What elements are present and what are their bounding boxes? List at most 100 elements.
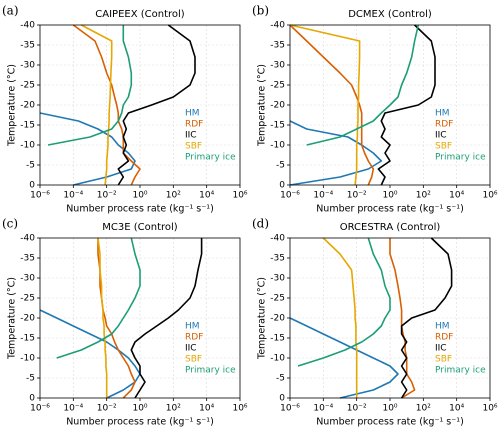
y-tick-label: -20 xyxy=(270,314,285,324)
x-tick-label: 10⁻² xyxy=(347,191,367,201)
y-tick-label: -25 xyxy=(270,294,285,304)
y-tick-label: 0 xyxy=(279,181,285,191)
chart-title: MC3E (Control) xyxy=(102,222,178,233)
y-tick-label: -5 xyxy=(276,374,285,384)
y-tick-label: 0 xyxy=(29,394,35,404)
legend-label: SBF xyxy=(435,142,452,152)
plot-frame xyxy=(39,24,241,186)
legend-label: IIC xyxy=(185,344,197,354)
y-tick-label: -20 xyxy=(20,314,35,324)
x-tick-label: 10⁶ xyxy=(482,404,497,414)
y-tick-label: -5 xyxy=(276,161,285,171)
y-tick-label: -20 xyxy=(270,101,285,111)
x-tick-label: 10⁻⁴ xyxy=(313,404,333,414)
series-line xyxy=(322,237,358,398)
series-line xyxy=(289,24,375,186)
x-tick-label: 10⁻⁴ xyxy=(63,404,83,414)
legend-label: Primary ice xyxy=(435,366,486,376)
series-line xyxy=(289,24,361,186)
legend-label: SBF xyxy=(185,142,202,152)
y-tick-label: -30 xyxy=(20,61,35,71)
series-line xyxy=(47,25,133,146)
x-tick-label: 10⁴ xyxy=(199,404,214,414)
x-tick-label: 10⁻⁶ xyxy=(30,191,50,201)
plot-frame xyxy=(39,237,241,399)
legend-label: HM xyxy=(185,109,200,119)
x-tick-label: 10⁰ xyxy=(132,191,147,201)
x-axis-label: Number process rate (kg⁻¹ s⁻¹) xyxy=(316,417,464,427)
y-tick-label: -25 xyxy=(270,81,285,91)
y-tick-label: -35 xyxy=(270,41,285,51)
legend-label: RDF xyxy=(435,333,453,343)
x-tick-label: 10⁰ xyxy=(382,404,397,414)
legend-label: HM xyxy=(185,322,200,332)
legend-label: SBF xyxy=(435,355,452,365)
x-tick-label: 10⁶ xyxy=(232,191,247,201)
x-tick-label: 10⁴ xyxy=(449,191,464,201)
series-line xyxy=(117,24,196,186)
x-tick-label: 10⁻² xyxy=(97,404,117,414)
x-axis-label: Number process rate (kg⁻¹ s⁻¹) xyxy=(66,204,214,215)
x-tick-label: 10⁶ xyxy=(232,404,247,414)
x-tick-label: 10⁻² xyxy=(97,191,117,201)
y-tick-label: -15 xyxy=(270,121,285,131)
panel-label: (b) xyxy=(252,4,269,18)
x-tick-label: 10⁶ xyxy=(482,191,497,201)
series-line xyxy=(97,237,108,398)
y-axis-label: Temperature (°C) xyxy=(257,64,268,147)
series-line xyxy=(289,120,383,186)
legend-label: Primary ice xyxy=(185,153,236,163)
x-tick-label: 10⁻⁴ xyxy=(313,191,333,201)
chart-title: ORCESTRA (Control) xyxy=(340,222,441,233)
y-tick-label: -5 xyxy=(26,374,35,384)
y-tick-label: -35 xyxy=(20,254,35,264)
series-line xyxy=(400,237,453,399)
panel-label: (c) xyxy=(2,217,18,231)
legend-label: RDF xyxy=(185,120,203,130)
legend-label: RDF xyxy=(185,333,203,343)
y-tick-label: -40 xyxy=(270,21,285,31)
series-line xyxy=(306,24,420,146)
series-line xyxy=(297,237,391,367)
y-tick-label: -40 xyxy=(20,21,35,31)
x-tick-label: 10⁻⁶ xyxy=(280,404,300,414)
y-tick-label: -20 xyxy=(20,101,35,111)
x-axis-label: Number process rate (kg⁻¹ s⁻¹) xyxy=(316,204,464,215)
series-line xyxy=(289,317,399,399)
chart-title: DCMEX (Control) xyxy=(348,9,432,20)
plot-frame xyxy=(289,24,491,186)
y-tick-label: 0 xyxy=(279,394,285,404)
legend-label: HM xyxy=(435,109,450,119)
series-line xyxy=(389,238,416,399)
x-tick-label: 10⁴ xyxy=(199,191,214,201)
legend-label: SBF xyxy=(185,355,202,365)
y-tick-label: -40 xyxy=(20,234,35,244)
legend-label: RDF xyxy=(435,120,453,130)
plot-frame xyxy=(289,237,491,399)
y-tick-label: -15 xyxy=(20,334,35,344)
y-tick-label: -35 xyxy=(20,41,35,51)
x-tick-label: 10⁻⁶ xyxy=(280,191,300,201)
series-line xyxy=(130,238,203,399)
y-tick-label: -15 xyxy=(270,334,285,344)
legend-label: IIC xyxy=(435,131,447,141)
legend-label: HM xyxy=(435,322,450,332)
y-tick-label: -15 xyxy=(20,121,35,131)
y-tick-label: -25 xyxy=(20,81,35,91)
x-tick-label: 10⁻⁶ xyxy=(30,404,50,414)
y-tick-label: -10 xyxy=(20,354,35,364)
series-line xyxy=(377,24,436,186)
panel-label: (d) xyxy=(252,217,269,231)
x-axis-label: Number process rate (kg⁻¹ s⁻¹) xyxy=(66,417,214,427)
panel-label: (a) xyxy=(2,4,19,18)
x-tick-label: 10² xyxy=(416,404,431,414)
y-tick-label: -25 xyxy=(20,294,35,304)
y-tick-label: -10 xyxy=(270,141,285,151)
x-tick-label: 10² xyxy=(166,191,181,201)
y-tick-label: -30 xyxy=(270,61,285,71)
legend-label: Primary ice xyxy=(185,366,236,376)
x-tick-label: 10⁰ xyxy=(382,191,397,201)
series-line xyxy=(56,237,141,359)
x-tick-label: 10⁴ xyxy=(449,404,464,414)
